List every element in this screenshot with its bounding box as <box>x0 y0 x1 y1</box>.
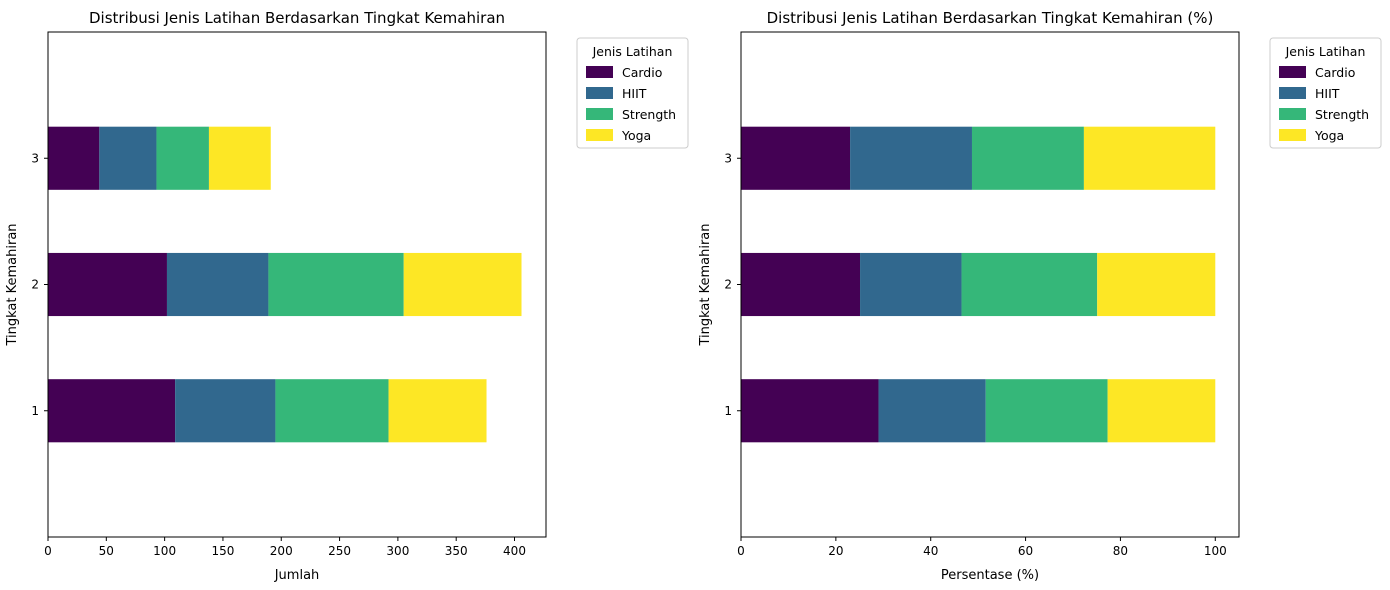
bar-hiit-level-2 <box>166 252 269 317</box>
legend-title: Jenis Latihan <box>592 44 673 59</box>
y-axis-label: Tingkat Kemahiran <box>698 223 713 346</box>
bar-strength-level-3 <box>156 126 209 190</box>
legend-swatch-cardio <box>1279 66 1306 78</box>
x-tick-label: 350 <box>445 544 468 558</box>
legend-label-strength: Strength <box>1315 107 1369 122</box>
bar-cardio-level-2 <box>741 252 861 317</box>
x-axis-label: Persentase (%) <box>941 568 1039 583</box>
legend-label-strength: Strength <box>622 107 676 122</box>
x-tick-label: 250 <box>328 544 351 558</box>
bar-strength-level-1 <box>985 379 1108 443</box>
legend-swatch-strength <box>1279 108 1306 120</box>
x-tick-label: 200 <box>270 544 293 558</box>
bar-hiit-level-2 <box>860 252 962 317</box>
bar-cardio-level-3 <box>48 126 100 190</box>
bar-yoga-level-2 <box>403 252 522 317</box>
legend: Jenis Latihan Cardio HIIT Strength Yoga <box>576 37 689 149</box>
x-tick-label: 80 <box>1113 544 1128 558</box>
bar-hiit-level-1 <box>878 379 986 443</box>
chart-title: Distribusi Jenis Latihan Berdasarkan Tin… <box>767 9 1214 27</box>
y-tick-label: 2 <box>31 278 39 292</box>
legend-box <box>576 37 689 149</box>
legend-label-hiit: HIIT <box>1315 86 1340 101</box>
bar-hiit-level-1 <box>175 379 276 443</box>
legend-label-yoga: Yoga <box>1314 128 1344 143</box>
x-tick-label: 20 <box>828 544 843 558</box>
x-tick-label: 0 <box>44 544 52 558</box>
legend-swatch-hiit <box>1279 87 1306 99</box>
legend-label-hiit: HIIT <box>622 86 647 101</box>
bar-yoga-level-2 <box>1097 252 1216 317</box>
x-tick-label: 150 <box>211 544 234 558</box>
chart-panel-2: 0 20 40 60 80 100 1 2 3 Distribusi Jenis Latihan … <box>698 9 1382 583</box>
bar-yoga-level-1 <box>388 379 487 443</box>
x-tick-label: 100 <box>1204 544 1227 558</box>
y-tick-label: 3 <box>31 151 39 165</box>
bar-yoga-level-3 <box>1083 126 1216 190</box>
bar-hiit-level-3 <box>99 126 157 190</box>
bar-strength-level-1 <box>275 379 389 443</box>
y-axis-label: Tingkat Kemahiran <box>5 223 20 346</box>
legend-swatch-hiit <box>586 87 613 99</box>
legend-title: Jenis Latihan <box>1285 44 1366 59</box>
bar-strength-level-2 <box>268 252 404 317</box>
bar-strength-level-3 <box>971 126 1084 190</box>
legend-swatch-yoga <box>1279 129 1306 141</box>
legend-label-yoga: Yoga <box>621 128 651 143</box>
y-tick-label: 2 <box>724 278 732 292</box>
bar-cardio-level-3 <box>741 126 851 190</box>
legend-label-cardio: Cardio <box>1315 65 1355 80</box>
y-tick-label: 1 <box>724 404 732 418</box>
y-tick-label: 1 <box>31 404 39 418</box>
bar-hiit-level-3 <box>850 126 972 190</box>
x-tick-label: 300 <box>386 544 409 558</box>
legend-box <box>1269 37 1382 149</box>
chart-title: Distribusi Jenis Latihan Berdasarkan Tin… <box>89 9 505 27</box>
x-tick-label: 100 <box>153 544 176 558</box>
bar-cardio-level-2 <box>48 252 167 317</box>
bar-yoga-level-3 <box>208 126 271 190</box>
legend: Jenis Latihan Cardio HIIT Strength Yoga <box>1269 37 1382 149</box>
bar-cardio-level-1 <box>48 379 176 443</box>
y-tick-label: 3 <box>724 151 732 165</box>
legend-swatch-strength <box>586 108 613 120</box>
bar-cardio-level-1 <box>741 379 879 443</box>
x-tick-label: 60 <box>1018 544 1033 558</box>
chart-panel-1: 0 50 100 150 200 250 300 350 400 1 2 3 Distribusi Je… <box>5 9 689 583</box>
x-tick-label: 40 <box>923 544 938 558</box>
x-axis-label: Jumlah <box>274 568 320 583</box>
x-tick-label: 0 <box>737 544 745 558</box>
legend-swatch-cardio <box>586 66 613 78</box>
legend-label-cardio: Cardio <box>622 65 662 80</box>
bar-yoga-level-1 <box>1107 379 1216 443</box>
legend-swatch-yoga <box>586 129 613 141</box>
x-tick-label: 400 <box>503 544 526 558</box>
bar-strength-level-2 <box>961 252 1098 317</box>
x-tick-label: 50 <box>99 544 114 558</box>
